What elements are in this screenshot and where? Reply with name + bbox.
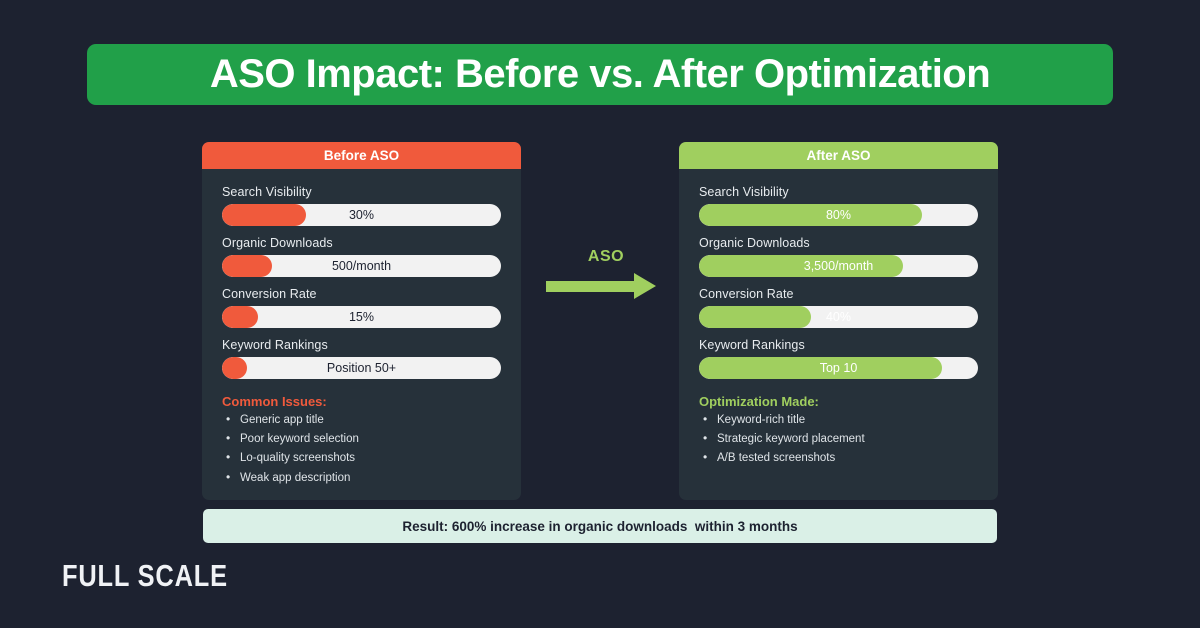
- arrow-right-icon: [546, 273, 666, 299]
- metric-label: Conversion Rate: [699, 287, 794, 301]
- progress-bar: 80%: [699, 204, 978, 226]
- progress-bar: Position 50+: [222, 357, 501, 379]
- metric-label: Search Visibility: [699, 185, 789, 199]
- metric-value: Position 50+: [326, 361, 397, 375]
- progress-bar: 500/month: [222, 255, 501, 277]
- metric-row: Search Visibility 30%: [222, 185, 501, 226]
- metric-label: Search Visibility: [222, 185, 312, 199]
- progress-bar-fill: [699, 306, 811, 328]
- metric-row: Organic Downloads 500/month: [222, 236, 501, 277]
- title-banner: ASO Impact: Before vs. After Optimizatio…: [87, 44, 1113, 105]
- metric-value: 30%: [348, 208, 375, 222]
- metric-value: 40%: [825, 310, 852, 324]
- progress-bar: 15%: [222, 306, 501, 328]
- result-text: Result: 600% increase in organic downloa…: [402, 518, 798, 534]
- list-item: Generic app title: [222, 413, 501, 427]
- notes-list: Generic app title Poor keyword selection…: [222, 413, 501, 485]
- metric-label: Organic Downloads: [222, 236, 333, 250]
- before-card-header: Before ASO: [202, 142, 521, 169]
- list-item: Strategic keyword placement: [699, 432, 978, 446]
- list-item: Lo-quality screenshots: [222, 451, 501, 465]
- metric-row: Conversion Rate 40%: [699, 287, 978, 328]
- list-item: Weak app description: [222, 471, 501, 485]
- arrow-shaft: [546, 281, 638, 292]
- metric-value: 80%: [825, 208, 852, 222]
- after-aso-card: After ASO Search Visibility 80% Organic …: [679, 142, 998, 500]
- notes-title: Optimization Made:: [699, 394, 819, 409]
- metric-label: Conversion Rate: [222, 287, 317, 301]
- list-item: Poor keyword selection: [222, 432, 501, 446]
- common-issues-block: Common Issues: Generic app title Poor ke…: [222, 394, 501, 491]
- metric-label: Organic Downloads: [699, 236, 810, 250]
- before-card-body: Search Visibility 30% Organic Downloads …: [202, 169, 521, 500]
- metric-row: Conversion Rate 15%: [222, 287, 501, 328]
- aso-transition-arrow: ASO: [546, 248, 666, 310]
- metric-row: Organic Downloads 3,500/month: [699, 236, 978, 277]
- metric-row: Keyword Rankings Top 10: [699, 338, 978, 379]
- progress-bar-fill: [699, 357, 942, 379]
- progress-bar-fill: [222, 306, 259, 328]
- page-title: ASO Impact: Before vs. After Optimizatio…: [209, 52, 991, 96]
- result-banner: Result: 600% increase in organic downloa…: [203, 509, 997, 543]
- notes-title: Common Issues:: [222, 394, 327, 409]
- metric-label: Keyword Rankings: [222, 338, 328, 352]
- progress-bar-fill: [699, 255, 903, 277]
- notes-list: Keyword-rich title Strategic keyword pla…: [699, 413, 978, 466]
- after-card-header: After ASO: [679, 142, 998, 169]
- progress-bar: Top 10: [699, 357, 978, 379]
- list-item: A/B tested screenshots: [699, 451, 978, 465]
- metric-value: 500/month: [331, 259, 392, 273]
- progress-bar: 3,500/month: [699, 255, 978, 277]
- metric-label: Keyword Rankings: [699, 338, 805, 352]
- full-scale-logo: FULL SCALE: [62, 558, 228, 593]
- metric-value: Top 10: [819, 361, 858, 375]
- progress-bar: 40%: [699, 306, 978, 328]
- arrow-label: ASO: [587, 248, 625, 265]
- progress-bar: 30%: [222, 204, 501, 226]
- metric-row: Search Visibility 80%: [699, 185, 978, 226]
- after-card-body: Search Visibility 80% Organic Downloads …: [679, 169, 998, 500]
- metric-row: Keyword Rankings Position 50+: [222, 338, 501, 379]
- progress-bar-fill: [222, 204, 306, 226]
- progress-bar-fill: [222, 255, 273, 277]
- arrow-head: [634, 273, 656, 299]
- progress-bar-fill: [222, 357, 248, 379]
- metric-value: 3,500/month: [803, 259, 874, 273]
- progress-bar-fill: [699, 204, 923, 226]
- metric-value: 15%: [348, 310, 375, 324]
- list-item: Keyword-rich title: [699, 413, 978, 427]
- optimization-made-block: Optimization Made: Keyword-rich title St…: [699, 394, 978, 472]
- before-aso-card: Before ASO Search Visibility 30% Organic…: [202, 142, 521, 500]
